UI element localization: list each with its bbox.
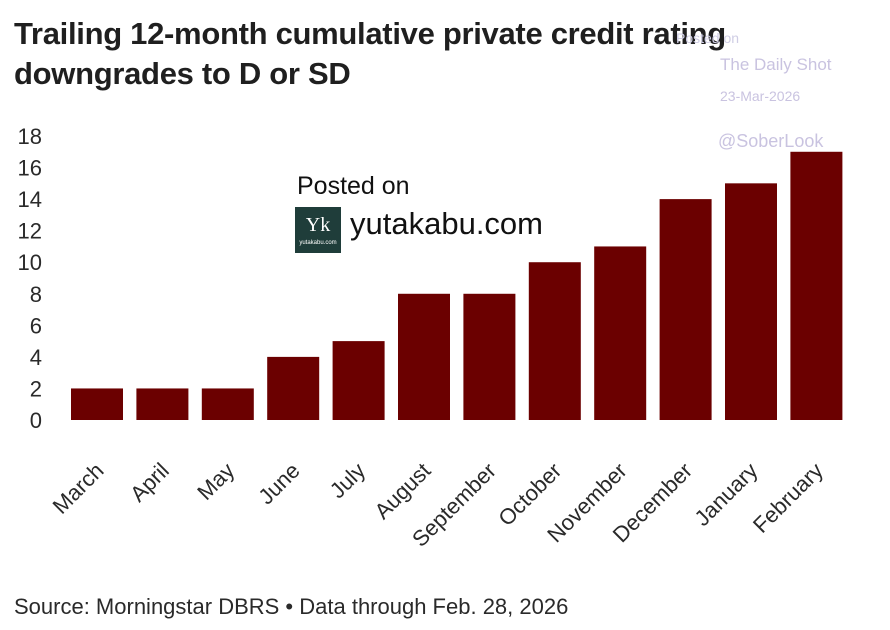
chart-title: Trailing 12-month cumulative private cre… <box>14 14 774 94</box>
bar-september <box>463 293 516 420</box>
y-tick-label: 18 <box>18 124 42 149</box>
posted-site-link[interactable]: yutakabu.com <box>350 206 543 241</box>
y-tick-label: 0 <box>30 408 42 433</box>
bar-january <box>725 183 777 420</box>
bar-november <box>594 246 647 420</box>
bars-group <box>71 151 843 420</box>
logo-mark: Yk <box>305 214 331 236</box>
watermark-posted: Posted on <box>676 30 740 46</box>
watermark-site: The Daily Shot <box>720 55 832 74</box>
x-tick-label: April <box>125 458 174 507</box>
source-note: Source: Morningstar DBRS • Data through … <box>14 594 569 619</box>
bar-august <box>398 293 450 420</box>
watermark-handle: @SoberLook <box>718 131 824 151</box>
watermark-date: 23-Mar-2026 <box>720 88 801 104</box>
bar-june <box>267 356 320 420</box>
y-tick-label: 4 <box>30 345 42 370</box>
x-tick-label: July <box>325 458 370 503</box>
bar-july <box>332 341 385 420</box>
y-tick-label: 12 <box>18 219 42 244</box>
y-tick-label: 6 <box>30 313 42 338</box>
bar-march <box>71 388 123 420</box>
bar-february <box>790 151 843 420</box>
logo-subtext: yutakabu.com <box>299 240 337 246</box>
y-tick-label: 10 <box>18 250 42 275</box>
y-tick-label: 16 <box>18 156 42 181</box>
x-tick-label: May <box>192 458 239 505</box>
y-tick-label: 14 <box>18 187 42 212</box>
x-tick-label: March <box>48 458 109 519</box>
y-tick-label: 8 <box>30 282 42 307</box>
chart-title-line-2: downgrades to D or SD <box>14 56 351 91</box>
bar-april <box>136 388 189 420</box>
x-tick-label: June <box>253 458 304 509</box>
x-tick-label: February <box>748 458 828 538</box>
chart-title-line-1: Trailing 12-month cumulative private cre… <box>14 16 726 51</box>
posted-on-label: Posted on <box>297 172 410 200</box>
x-tick-label: August <box>369 458 435 524</box>
y-axis: 0 2 4 6 8 10 12 14 16 18 <box>18 124 42 433</box>
bar-october <box>528 262 581 420</box>
x-axis: March April May June July AugustSeptemberOcto… <box>48 458 828 552</box>
bar-december <box>659 199 712 420</box>
bar-may <box>201 388 254 420</box>
y-tick-label: 2 <box>30 376 42 401</box>
yutakabu-logo-icon: Yk yutakabu.com <box>295 207 341 253</box>
